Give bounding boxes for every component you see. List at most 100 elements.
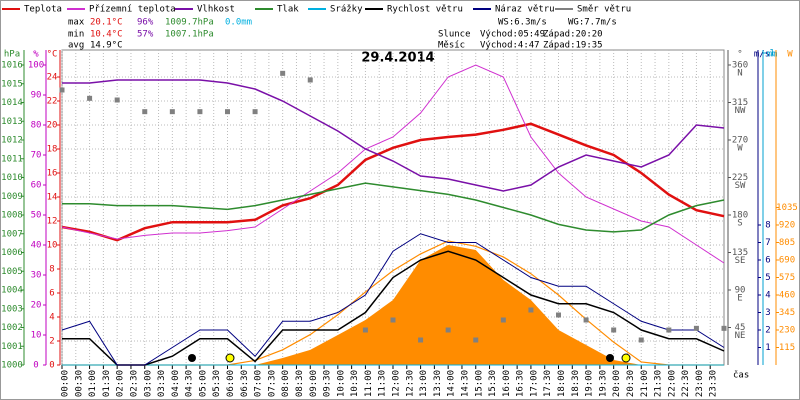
y-tick-label: 1009 xyxy=(1,192,23,202)
y-tick-label: 115 xyxy=(779,343,795,353)
y-tick-label: 1014 xyxy=(1,98,23,108)
y-tick-label: 805 xyxy=(779,238,795,248)
y-tick-label: 1008 xyxy=(1,211,23,221)
x-tick-label: 10:30 xyxy=(350,370,360,397)
direction-point xyxy=(528,307,534,313)
moonrise-marker xyxy=(188,354,196,362)
y-tick-label: 1000 xyxy=(1,361,23,371)
legend-label: Náraz větru xyxy=(495,5,555,15)
x-tick-label: 13:30 xyxy=(433,370,443,397)
y-tick-label: 22 xyxy=(47,97,58,107)
x-tick-label: 20:00 xyxy=(612,370,622,397)
axis-title: °C xyxy=(47,50,58,60)
legend-label: Teplota xyxy=(24,5,62,15)
x-tick-label: 01:30 xyxy=(102,370,112,397)
compass-label: S xyxy=(737,219,742,229)
x-tick-label: 17:30 xyxy=(543,370,553,397)
x-tick-label: 18:00 xyxy=(557,370,567,397)
direction-point xyxy=(556,312,561,318)
y-tick-label: 1007 xyxy=(1,229,23,239)
y-tick-label: 8 xyxy=(49,265,54,275)
stat: 10.4°C xyxy=(90,30,123,40)
x-axis-label: čas xyxy=(733,370,749,381)
x-tick-label: 02:30 xyxy=(129,370,139,397)
y-tick-label: 180 xyxy=(732,211,748,221)
y-tick-label: 20 xyxy=(47,121,58,131)
y-tick-label: 100 xyxy=(28,61,44,71)
compass-label: W xyxy=(737,144,743,154)
y-tick-label: 135 xyxy=(732,248,748,258)
x-tick-label: 04:30 xyxy=(185,370,195,397)
compass-label: SW xyxy=(735,181,746,191)
x-tick-label: 02:00 xyxy=(116,370,126,397)
direction-point xyxy=(390,317,396,323)
stat: 14.9°C xyxy=(90,41,123,51)
y-tick-label: 1012 xyxy=(1,136,23,146)
y-tick-label: 3 xyxy=(765,308,770,318)
x-tick-label: 08:00 xyxy=(281,370,291,397)
y-tick-label: 1016 xyxy=(1,61,23,71)
y-tick-label: 1004 xyxy=(1,286,23,296)
y-tick-label: 40 xyxy=(31,241,42,251)
line xyxy=(62,182,725,233)
x-tick-label: 20:30 xyxy=(626,370,636,397)
stat: 1009.7hPa xyxy=(165,18,214,28)
stat-label: avg xyxy=(68,41,84,51)
y-tick-label: 1005 xyxy=(1,267,23,277)
direction-point xyxy=(638,337,644,343)
y-tick-label: 14 xyxy=(47,193,58,203)
stat: Východ:05:49 xyxy=(480,30,545,40)
y-tick-label: 270 xyxy=(732,136,748,146)
stat: Východ:4:47 xyxy=(480,41,540,51)
y-tick-label: 920 xyxy=(779,220,795,230)
compass-label: SE xyxy=(735,256,746,266)
legend-label: Směr větru xyxy=(577,5,631,15)
y-tick-label: 1002 xyxy=(1,323,23,333)
direction-point xyxy=(197,109,203,115)
y-tick-label: 2 xyxy=(765,326,770,336)
x-tick-label: 15:00 xyxy=(474,370,484,397)
stat-label: Měsíc xyxy=(438,41,465,51)
stat: Západ:19:35 xyxy=(543,41,603,51)
y-tick-label: 10 xyxy=(47,241,58,251)
axis-title: mm xyxy=(767,50,778,60)
x-tick-label: 19:30 xyxy=(598,370,608,397)
x-tick-label: 13:00 xyxy=(419,370,429,397)
x-tick-label: 18:30 xyxy=(571,370,581,397)
x-tick-label: 11:30 xyxy=(378,370,388,397)
sunset-marker xyxy=(621,353,631,363)
y-tick-label: 60 xyxy=(31,181,42,191)
x-tick-label: 06:30 xyxy=(240,370,250,397)
y-tick-label: 0 xyxy=(33,361,38,371)
compass-label: NE xyxy=(735,331,746,341)
y-tick-label: 1035 xyxy=(776,203,798,213)
area xyxy=(62,244,724,365)
axis-title: ° xyxy=(737,50,742,60)
direction-point xyxy=(666,327,672,333)
x-tick-label: 19:00 xyxy=(585,370,595,397)
y-tick-label: 575 xyxy=(779,273,795,283)
x-tick-label: 11:00 xyxy=(364,370,374,397)
y-tick-label: 20 xyxy=(31,301,42,311)
y-tick-label: 1010 xyxy=(1,173,23,183)
axis-title: % xyxy=(33,50,39,60)
y-tick-label: 1001 xyxy=(1,342,23,352)
x-tick-label: 14:00 xyxy=(447,370,457,397)
direction-point xyxy=(87,95,93,101)
plot: 00:00 00:30 01:00 01:30 02:00 02:30 03:00 03:30… xyxy=(1,49,798,398)
x-tick-label: 10:00 xyxy=(336,370,346,397)
stat: Západ:20:20 xyxy=(543,30,603,40)
line xyxy=(62,79,725,192)
x-tick-label: 16:00 xyxy=(502,370,512,397)
legend-label: Přízemní teplota xyxy=(89,5,176,15)
stat-label: min xyxy=(68,30,84,40)
legend-label: Tlak xyxy=(277,5,299,15)
x-tick-label: 09:30 xyxy=(323,370,333,397)
x-tick-label: 03:30 xyxy=(157,370,167,397)
line xyxy=(62,250,725,366)
x-tick-label: 07:30 xyxy=(267,370,277,397)
x-tick-label: 05:30 xyxy=(212,370,222,397)
y-tick-label: 70 xyxy=(31,151,42,161)
direction-point xyxy=(693,325,699,331)
